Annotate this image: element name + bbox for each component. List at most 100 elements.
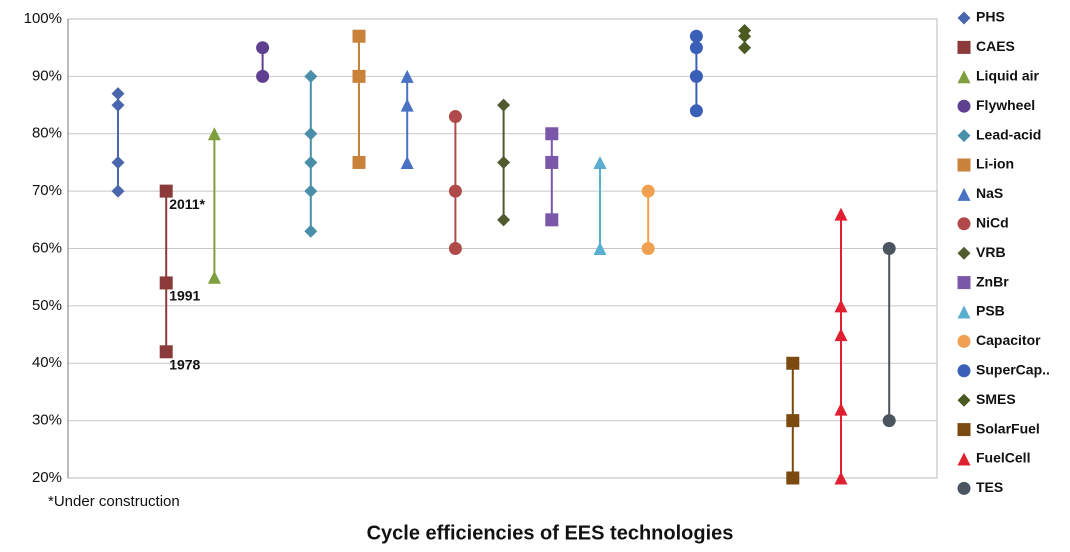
marker [304, 69, 318, 83]
legend-label: SuperCap.. [976, 362, 1050, 378]
legend-label: Liquid air [976, 68, 1040, 84]
marker [957, 481, 971, 495]
marker [786, 471, 800, 485]
legend-label: PSB [976, 303, 1005, 319]
legend-label: Flywheel [976, 97, 1035, 113]
marker [957, 11, 971, 25]
y-tick-label: 60% [32, 239, 62, 256]
marker [689, 41, 703, 55]
marker [448, 242, 462, 255]
marker [957, 40, 971, 54]
marker [957, 187, 971, 201]
marker [689, 29, 703, 43]
marker [207, 127, 221, 141]
marker [834, 328, 848, 342]
marker [111, 155, 125, 169]
marker [957, 364, 971, 378]
marker [256, 41, 270, 55]
y-tick-label: 30% [32, 412, 62, 429]
y-tick-label: 40% [32, 354, 62, 371]
marker [400, 98, 414, 112]
marker [497, 213, 511, 227]
marker [957, 452, 971, 466]
legend-label: PHS [976, 9, 1005, 25]
marker [593, 155, 607, 169]
chart-title: Cycle efficiencies of EES technologies [367, 522, 734, 544]
marker [957, 129, 971, 143]
y-tick-label: 90% [32, 67, 62, 84]
marker [304, 184, 318, 198]
marker [834, 299, 848, 313]
marker [641, 242, 655, 255]
legend-label: Li-ion [976, 156, 1014, 172]
legend-label: SMES [976, 391, 1016, 407]
marker [448, 184, 462, 198]
legend-label: Lead-acid [976, 126, 1041, 142]
marker [957, 334, 971, 348]
marker [352, 29, 366, 43]
marker [497, 155, 511, 169]
point-label: 1978 [169, 356, 200, 372]
marker [882, 414, 896, 428]
marker [159, 184, 173, 198]
y-tick-label: 70% [32, 182, 62, 199]
legend-label: FuelCell [976, 450, 1030, 466]
marker [738, 23, 752, 37]
marker [834, 402, 848, 416]
marker [111, 87, 125, 101]
marker [256, 69, 270, 83]
marker [304, 127, 318, 141]
marker [957, 217, 971, 231]
legend-label: SolarFuel [976, 420, 1040, 436]
marker [593, 242, 607, 255]
marker [957, 158, 971, 172]
marker [786, 356, 800, 370]
point-label: 1991 [169, 288, 200, 304]
marker [400, 69, 414, 83]
marker [497, 98, 511, 112]
marker [957, 70, 971, 84]
marker [545, 213, 559, 227]
marker [834, 207, 848, 221]
marker [304, 155, 318, 169]
marker [304, 224, 318, 238]
marker [882, 242, 896, 255]
note: *Under construction [48, 493, 180, 510]
marker [448, 110, 462, 124]
legend-label: NiCd [976, 215, 1009, 231]
marker [689, 69, 703, 83]
marker [957, 276, 971, 290]
legend-label: CAES [976, 38, 1015, 54]
y-tick-label: 20% [32, 469, 62, 486]
marker [957, 393, 971, 407]
marker [207, 270, 221, 284]
marker [352, 155, 366, 169]
marker [786, 414, 800, 428]
legend-label: VRB [976, 244, 1006, 260]
marker [352, 69, 366, 83]
marker [545, 127, 559, 141]
marker [111, 98, 125, 112]
marker [400, 155, 414, 169]
point-label: 2011* [169, 196, 205, 212]
marker [957, 246, 971, 260]
marker [111, 184, 125, 198]
legend-label: TES [976, 479, 1003, 495]
y-tick-label: 50% [32, 297, 62, 314]
legend-label: Capacitor [976, 332, 1041, 348]
marker [641, 184, 655, 198]
y-tick-label: 80% [32, 125, 62, 142]
marker [957, 423, 971, 437]
marker [738, 41, 752, 55]
marker [689, 104, 703, 118]
y-tick-label: 100% [24, 10, 62, 27]
marker [545, 155, 559, 169]
marker [159, 345, 173, 359]
marker [957, 305, 971, 319]
marker [159, 276, 173, 290]
marker [834, 471, 848, 485]
legend-label: NaS [976, 185, 1003, 201]
marker [957, 99, 971, 113]
legend-label: ZnBr [976, 273, 1009, 289]
